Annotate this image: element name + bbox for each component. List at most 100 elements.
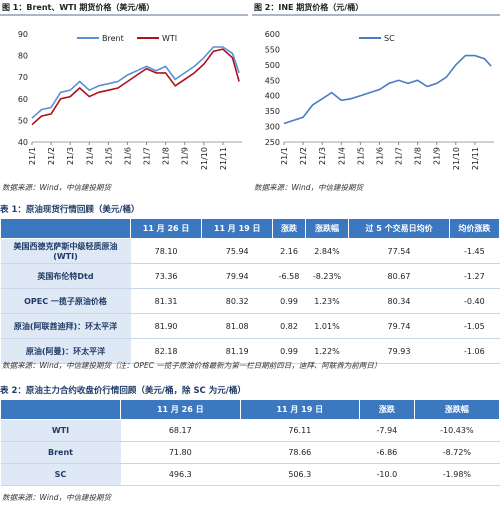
- cell: 0.99: [272, 338, 306, 364]
- y-tick-label: 550: [265, 45, 280, 54]
- cell: -10.43%: [414, 419, 500, 442]
- cell: 81.19: [201, 338, 273, 364]
- cell: 82.18: [130, 338, 202, 364]
- y-tick-label: 400: [265, 92, 280, 101]
- cell: -1.45: [449, 238, 500, 264]
- row-label: 原油(阿联酋迪拜)：环太平洋: [0, 313, 131, 339]
- y-tick-label: 450: [265, 76, 280, 85]
- row-label: WTI: [0, 419, 121, 442]
- y-tick-label: 300: [265, 123, 280, 132]
- series-line: [31, 48, 240, 126]
- cell: 496.3: [120, 463, 241, 486]
- cell: -8.72%: [414, 441, 500, 464]
- header-cell: 涨跌: [359, 399, 415, 420]
- y-tick-label: 600: [265, 30, 280, 39]
- header-cell: 过 5 个交易日均价: [348, 218, 450, 239]
- cell: 0.99: [272, 288, 306, 314]
- header-cell: 11 月 26 日: [120, 399, 241, 420]
- cell: -10.0: [359, 463, 415, 486]
- table-title: 表 1：原油现货行情回顾（美元/桶）: [0, 205, 140, 215]
- cell: 76.11: [240, 419, 360, 442]
- row-label: 美国西德克萨斯中级轻质原油(WTI): [0, 238, 131, 264]
- header-cell: 涨跌幅: [304, 218, 350, 239]
- legend-label: SC: [384, 34, 395, 43]
- cell: 78.66: [240, 441, 360, 464]
- series-line: [31, 46, 240, 119]
- cell: 77.54: [348, 238, 450, 264]
- source: 数据来源：Wind，中信建投期货: [254, 183, 364, 192]
- cell: -1.27: [449, 263, 500, 289]
- cell: 78.10: [130, 238, 202, 264]
- cell: 75.94: [201, 238, 273, 264]
- x-tick-label: 21/6: [123, 147, 132, 165]
- y-tick-label: 500: [265, 61, 280, 70]
- y-tick-label: 60: [18, 95, 28, 104]
- x-tick-label: 21/9: [433, 147, 442, 165]
- legend-label: Brent: [102, 34, 124, 43]
- cell: 0.82: [272, 313, 306, 339]
- y-tick-label: 90: [18, 30, 28, 39]
- cell: 1.23%: [305, 288, 349, 314]
- legend-label: WTI: [162, 34, 177, 43]
- x-tick-label: 21/11: [219, 147, 228, 170]
- cell: 80.34: [348, 288, 450, 314]
- x-tick-label: 21/5: [356, 147, 365, 165]
- y-tick-label: 250: [265, 138, 280, 147]
- x-tick-label: 21/11: [471, 147, 480, 170]
- table: 11 月 26 日 11 月 19 日涨跌 涨跌幅 WTI 68.17 76.11 -7.9…: [0, 399, 500, 486]
- note: 数据来源：Wind，中信建投期货（注：OPEC 一揽子原油价格最新为第一栏日期前…: [2, 361, 382, 370]
- cell: 79.74: [348, 313, 450, 339]
- y-tick-label: 350: [265, 107, 280, 116]
- source: 数据来源：Wind，中信建投期货: [2, 183, 112, 192]
- x-tick-label: 21/5: [104, 147, 113, 165]
- x-tick-label: 21/4: [337, 147, 346, 165]
- chart-title: 图 1：Brent、WTI 期货价格（美元/桶）: [2, 2, 154, 12]
- cell: 81.08: [201, 313, 273, 339]
- x-tick-label: 21/3: [66, 147, 75, 165]
- cell: 2.16: [272, 238, 306, 264]
- table: 11 月 26 日 11 月 19 日涨跌 涨跌幅过 5 个交易日均价 均价涨跌 美国西…: [0, 218, 500, 364]
- cell: 71.80: [120, 441, 241, 464]
- table-title: 表 2：原油主力合约收盘价行情回顾（美元/桶，除 SC 为元/桶）: [0, 386, 246, 396]
- header-cell: 涨跌: [272, 218, 306, 239]
- series-line: [283, 54, 492, 125]
- cell: -0.40: [449, 288, 500, 314]
- y-tick-label: 50: [18, 116, 28, 125]
- cell: 506.3: [240, 463, 360, 486]
- cell: -7.94: [359, 419, 415, 442]
- cell: 81.31: [130, 288, 202, 314]
- x-tick-label: 21/3: [318, 147, 327, 165]
- cell: 73.36: [130, 263, 202, 289]
- row-label: Brent: [0, 441, 121, 464]
- cell: -6.86: [359, 441, 415, 464]
- cell: -8.23%: [305, 263, 349, 289]
- cell: 1.22%: [305, 338, 349, 364]
- cell: 81.90: [130, 313, 202, 339]
- cell: -6.58: [272, 263, 306, 289]
- row-label: OPEC 一揽子原油价格: [0, 288, 131, 314]
- x-tick-label: 21/10: [200, 147, 209, 170]
- y-tick-label: 80: [18, 52, 28, 61]
- cell: -1.06: [449, 338, 500, 364]
- header-cell: 涨跌幅: [413, 399, 500, 420]
- y-tick-label: 40: [18, 138, 28, 147]
- header-cell: 11 月 19 日: [239, 399, 361, 420]
- header-cell: 11 月 19 日: [201, 218, 274, 239]
- cell: 80.32: [201, 288, 273, 314]
- x-tick-label: 21/8: [162, 147, 171, 165]
- x-tick-label: 21/2: [299, 147, 308, 165]
- x-tick-label: 21/7: [395, 147, 404, 165]
- chart: 图 1：Brent、WTI 期货价格（美元/桶） 40 50 60 70 80 90 21/1…: [0, 2, 248, 170]
- x-tick-label: 21/10: [452, 147, 461, 170]
- cell: -1.05: [449, 313, 500, 339]
- cell: 80.67: [348, 263, 450, 289]
- x-tick-label: 21/6: [375, 147, 384, 165]
- chart: 图 2：INE 期货价格（元/桶） 250 300 350 400 450 500 550 60…: [252, 2, 500, 170]
- cell: 79.94: [201, 263, 273, 289]
- x-tick-label: 21/2: [47, 147, 56, 165]
- cell: 1.01%: [305, 313, 349, 339]
- x-tick-label: 21/4: [85, 147, 94, 165]
- x-tick-label: 21/7: [143, 147, 152, 165]
- x-tick-label: 21/1: [280, 147, 289, 165]
